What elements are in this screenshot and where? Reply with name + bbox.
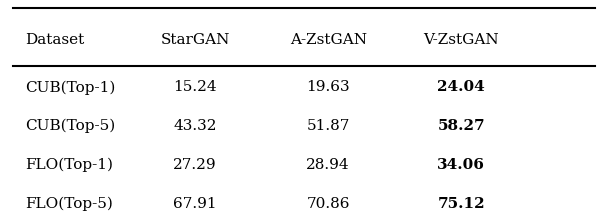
Text: FLO(Top-1): FLO(Top-1) bbox=[26, 158, 114, 172]
Text: CUB(Top-1): CUB(Top-1) bbox=[26, 80, 116, 95]
Text: 51.87: 51.87 bbox=[306, 119, 350, 133]
Text: 67.91: 67.91 bbox=[173, 197, 217, 211]
Text: 75.12: 75.12 bbox=[438, 197, 485, 211]
Text: 43.32: 43.32 bbox=[173, 119, 217, 133]
Text: 15.24: 15.24 bbox=[173, 80, 217, 94]
Text: Dataset: Dataset bbox=[26, 33, 85, 47]
Text: A-ZstGAN: A-ZstGAN bbox=[289, 33, 367, 47]
Text: StarGAN: StarGAN bbox=[161, 33, 230, 47]
Text: 34.06: 34.06 bbox=[437, 158, 485, 172]
Text: V-ZstGAN: V-ZstGAN bbox=[424, 33, 499, 47]
Text: 70.86: 70.86 bbox=[306, 197, 350, 211]
Text: CUB(Top-5): CUB(Top-5) bbox=[26, 119, 116, 133]
Text: 19.63: 19.63 bbox=[306, 80, 350, 94]
Text: 27.29: 27.29 bbox=[173, 158, 217, 172]
Text: 28.94: 28.94 bbox=[306, 158, 350, 172]
Text: 24.04: 24.04 bbox=[438, 80, 485, 94]
Text: FLO(Top-5): FLO(Top-5) bbox=[26, 196, 114, 211]
Text: 58.27: 58.27 bbox=[438, 119, 485, 133]
